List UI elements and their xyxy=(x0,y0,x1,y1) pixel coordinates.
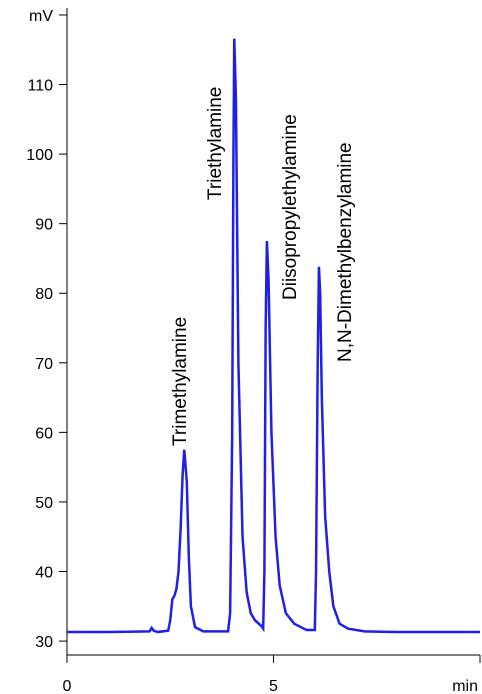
y-tick-label: 80 xyxy=(35,286,53,303)
peak-label: Trimethylamine xyxy=(170,317,191,446)
y-tick-label: mV xyxy=(29,8,53,25)
x-tick-label: min xyxy=(452,678,478,694)
y-tick-label: 70 xyxy=(35,356,53,373)
y-tick-label: 50 xyxy=(35,495,53,512)
peak-label: Diisopropylethylamine xyxy=(280,114,301,300)
peak-label: N,N-Dimethylbenzylamine xyxy=(335,142,356,362)
y-tick-label: 40 xyxy=(35,565,53,582)
trace xyxy=(67,38,480,634)
y-tick-label: 60 xyxy=(35,425,53,442)
x-tick-label: 5 xyxy=(269,678,278,694)
y-tick-label: 100 xyxy=(26,147,53,164)
y-tick-label: 110 xyxy=(27,78,53,95)
y-tick-label: 30 xyxy=(35,634,53,651)
peak-label: Triethylamine xyxy=(205,87,226,200)
x-tick-label: 0 xyxy=(63,678,72,694)
y-tick-label: 90 xyxy=(35,217,53,234)
